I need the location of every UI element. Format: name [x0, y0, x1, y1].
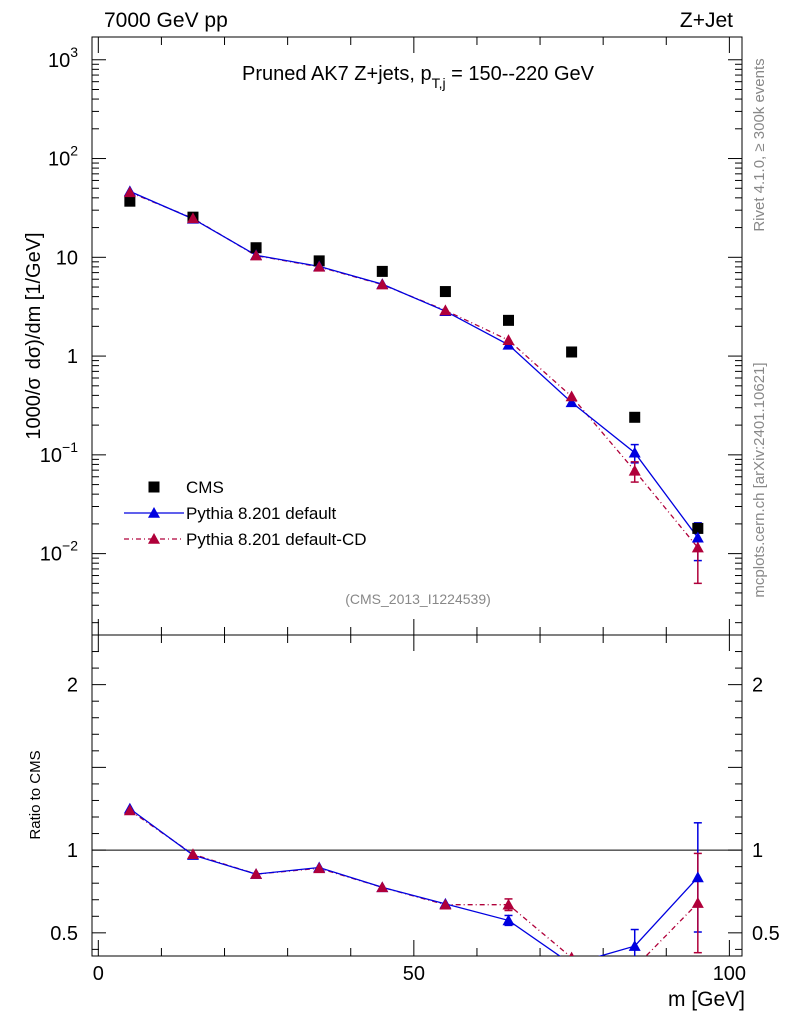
- ratio-y-tick-label: 0.5: [50, 923, 78, 945]
- cms-point: [566, 346, 578, 358]
- default-cd-point: [628, 464, 641, 476]
- default-cd-point: [186, 212, 199, 224]
- ratio-default-line: [129, 808, 699, 956]
- cms-point: [250, 242, 262, 254]
- default-point: [628, 446, 641, 458]
- default-cd-point: [376, 278, 389, 290]
- default-line: [129, 190, 699, 539]
- ratio-default-cd-point: [569, 951, 575, 956]
- ratio-y-tick-label-right: 0.5: [752, 923, 780, 945]
- main-data-layer: [123, 185, 704, 585]
- legend-default-label: Pythia 8.201 default: [186, 504, 337, 523]
- ratio-default-cd-point: [376, 881, 389, 893]
- legend-default-cd-label: Pythia 8.201 default-CD: [186, 530, 367, 549]
- ratio-data-layer: [123, 802, 704, 973]
- default-cd-point: [250, 249, 263, 261]
- main-y-axis-label: 1000/σdσ)/dm [1/GeV]: [23, 232, 45, 439]
- ratio-y-tick-label-right: 2: [752, 675, 763, 697]
- ratio-y-tick-label-right: 1: [752, 840, 763, 862]
- default-cd-point: [691, 541, 704, 553]
- ratio-default-cd-point: [186, 848, 199, 860]
- x-tick-label: 100: [713, 963, 746, 985]
- x-tick-label: 0: [93, 963, 104, 985]
- default-cd-point: [313, 260, 326, 272]
- ratio-default-point: [502, 914, 515, 926]
- ratio-y-tick-label: 2: [67, 675, 78, 697]
- ratio-y-axis-label: Ratio to CMS: [27, 750, 44, 839]
- ratio-default-cd-point: [502, 898, 515, 910]
- default-cd-point: [439, 304, 452, 316]
- main-y-tick-label: 103: [48, 44, 78, 72]
- default-cd-point: [502, 334, 515, 345]
- cms-point: [629, 411, 641, 423]
- cms-point: [439, 286, 451, 298]
- main-y-tick-label: 10−2: [40, 538, 78, 566]
- default-cd-point: [123, 186, 136, 198]
- x-axis-label: m [GeV]: [668, 988, 745, 1011]
- legend-default-marker: [148, 507, 160, 518]
- energy-label: 7000 GeV pp: [104, 9, 228, 32]
- ratio-default-cd-point: [439, 898, 452, 910]
- mcplots-label: mcplots.cern.ch [arXiv:2401.10621]: [751, 362, 768, 597]
- svg-text:1000/σdσ)/dm [1/GeV]: 1000/σdσ)/dm [1/GeV]: [23, 232, 45, 439]
- cms-point: [124, 195, 136, 207]
- analysis-id: (CMS_2013_I1224539): [345, 591, 491, 607]
- ratio-default-cd-point: [629, 962, 641, 973]
- default-cd-point: [565, 390, 578, 402]
- ratio-default-cd-point: [250, 868, 263, 879]
- ratio-plot-frame: [91, 634, 743, 957]
- main-y-tick-label: 10−1: [40, 439, 78, 467]
- default-point: [691, 531, 704, 543]
- cms-point: [376, 265, 388, 277]
- legend-cms-label: CMS: [186, 478, 224, 497]
- default-point: [565, 396, 578, 408]
- plot-title: Pruned AK7 Z+jets, pT,j = 150--220 GeV: [242, 63, 595, 91]
- cms-point: [503, 314, 515, 326]
- cms-point: [692, 522, 704, 534]
- legend: CMS Pythia 8.201 default Pythia 8.201 defa…: [124, 478, 367, 549]
- ratio-default-cd-point: [691, 897, 704, 908]
- legend-cms-marker: [148, 481, 160, 493]
- process-label: Z+Jet: [680, 9, 733, 32]
- ratio-default-cd-point: [313, 862, 326, 874]
- rivet-version-label: Rivet 4.1.0, ≥ 300k events: [751, 58, 768, 231]
- ratio-y-tick-label: 1: [67, 840, 78, 862]
- ratio-default-point: [566, 958, 578, 969]
- x-tick-label: 50: [403, 963, 425, 985]
- main-y-tick-label: 1: [67, 346, 78, 368]
- ratio-default-point: [691, 871, 704, 883]
- ratio-default-point: [628, 940, 641, 951]
- legend-default-cd-marker: [148, 533, 160, 544]
- main-y-tick-label: 10: [56, 247, 78, 269]
- ratio-default-cd-point: [123, 804, 136, 816]
- main-y-tick-label: 102: [48, 143, 78, 171]
